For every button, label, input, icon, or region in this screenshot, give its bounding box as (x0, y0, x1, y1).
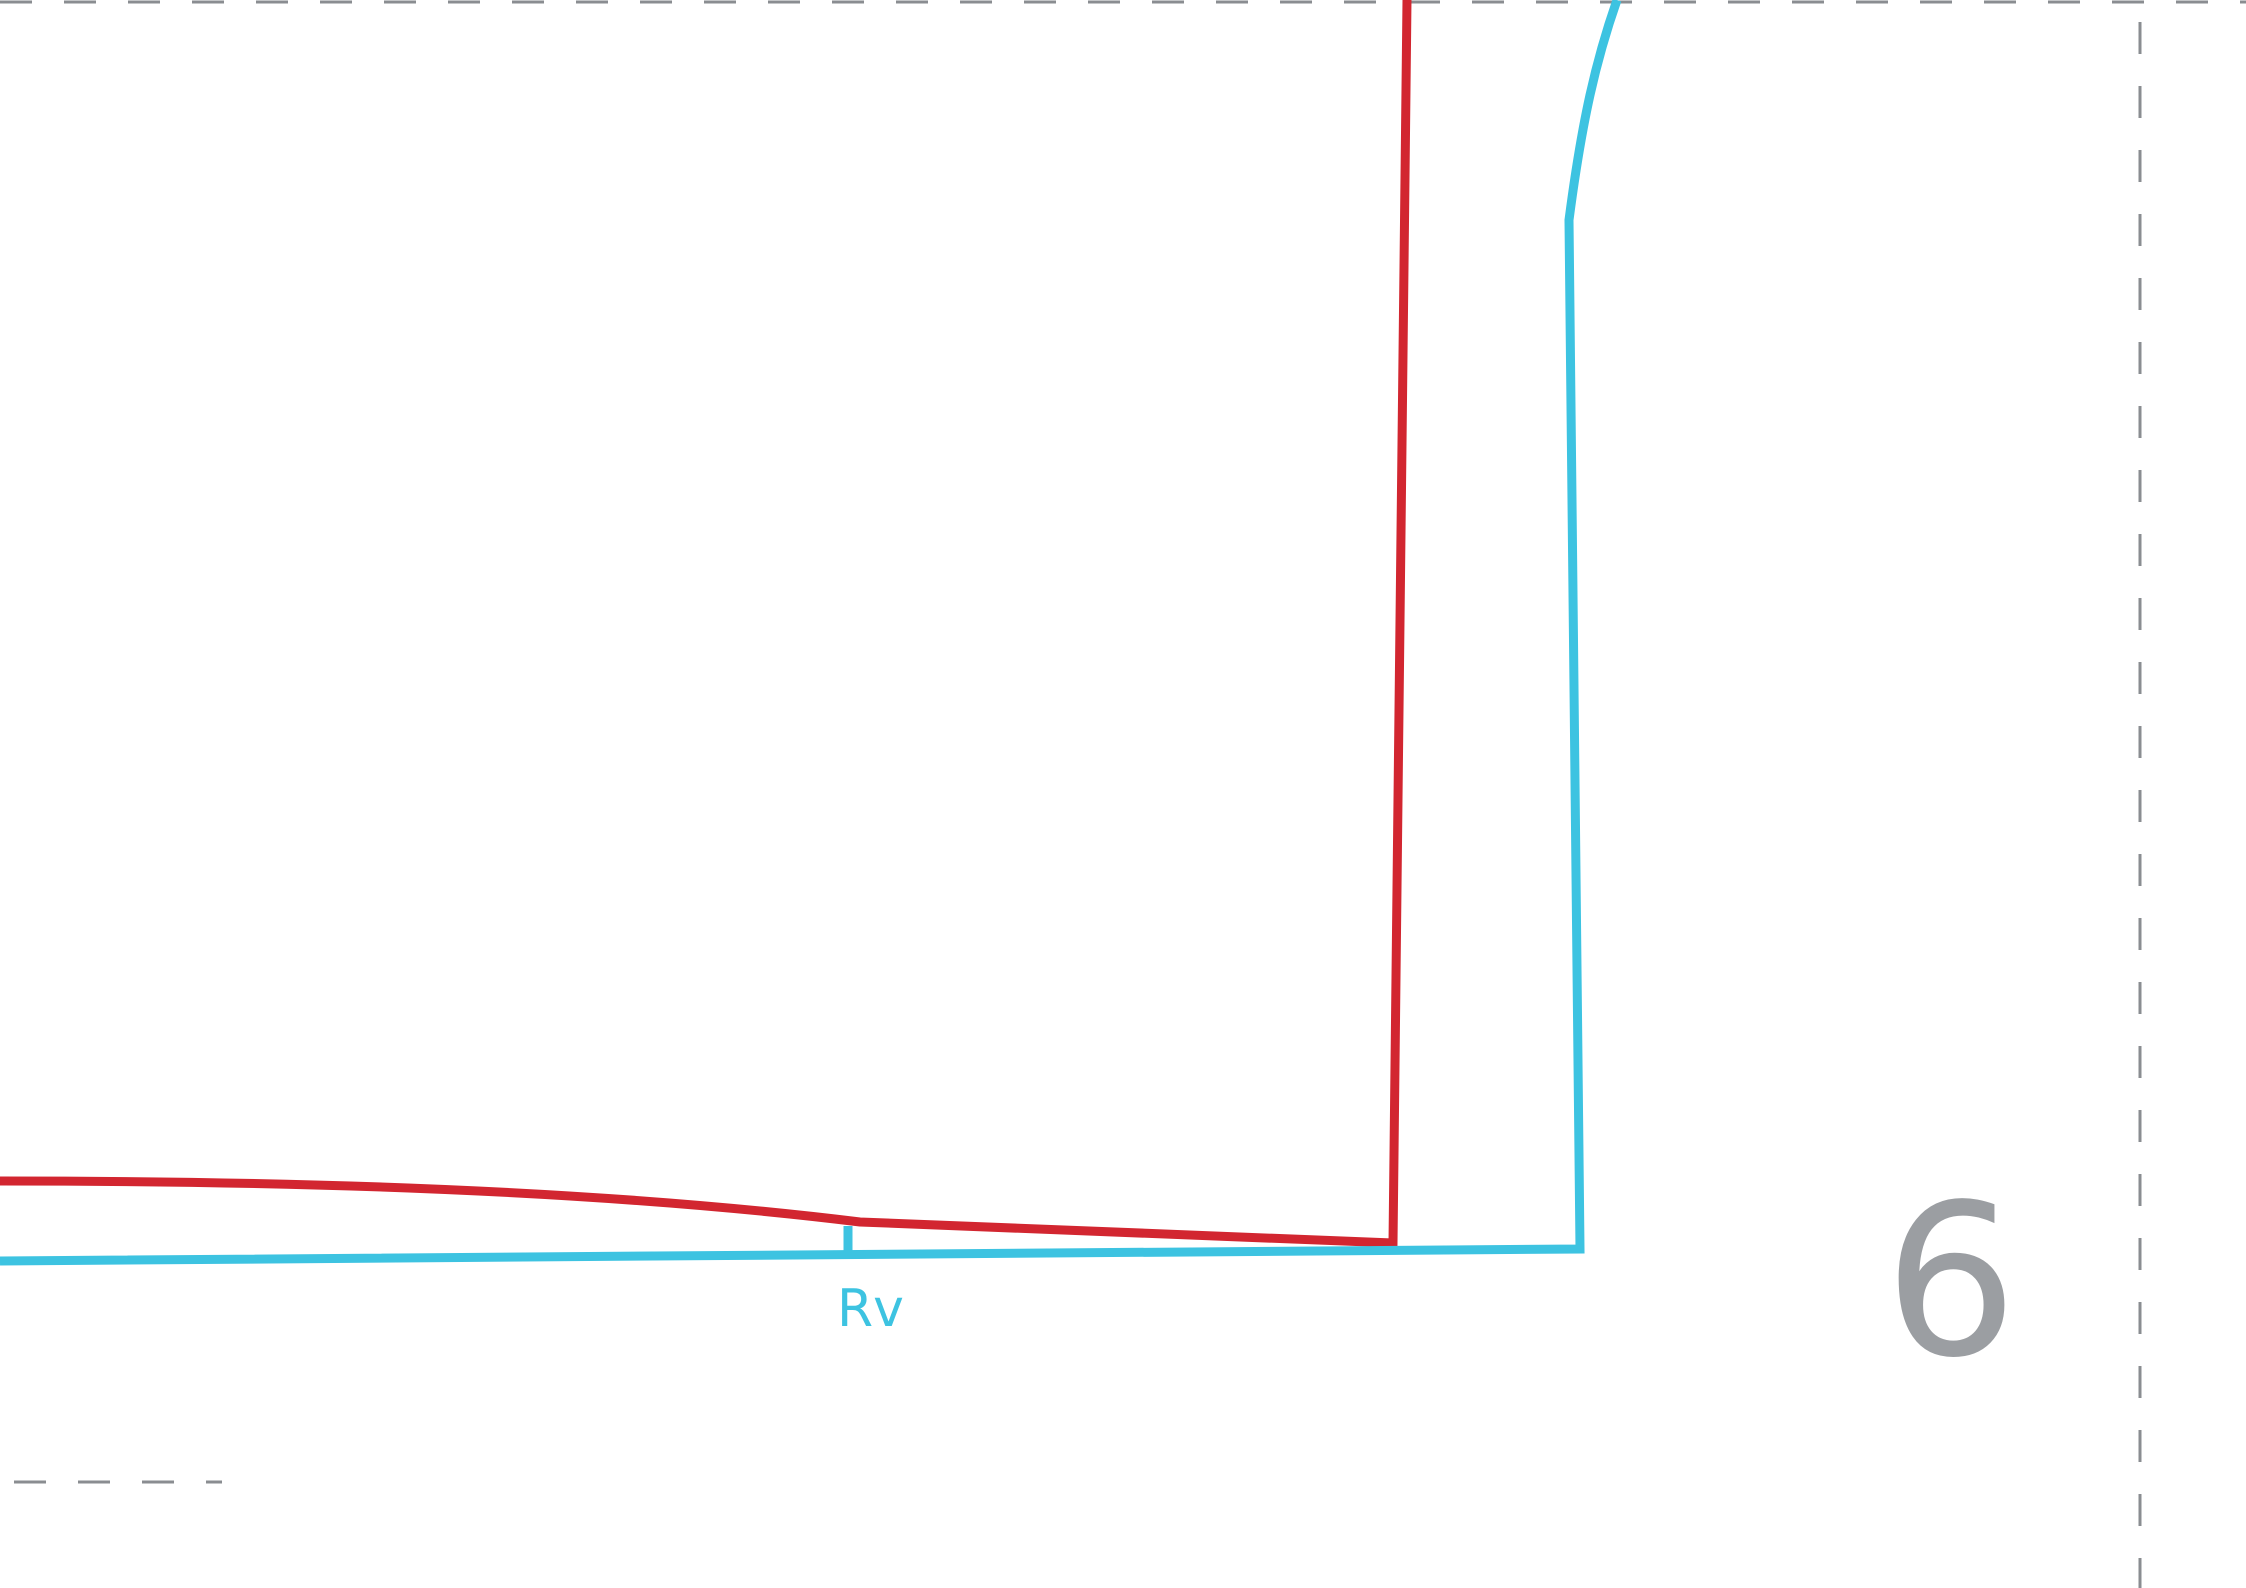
page-number: 6 (1884, 1159, 2018, 1404)
red-cut-line (0, 0, 1412, 1248)
blue-cut-line (0, 0, 1622, 1266)
piece-label: Rv (837, 1279, 904, 1339)
